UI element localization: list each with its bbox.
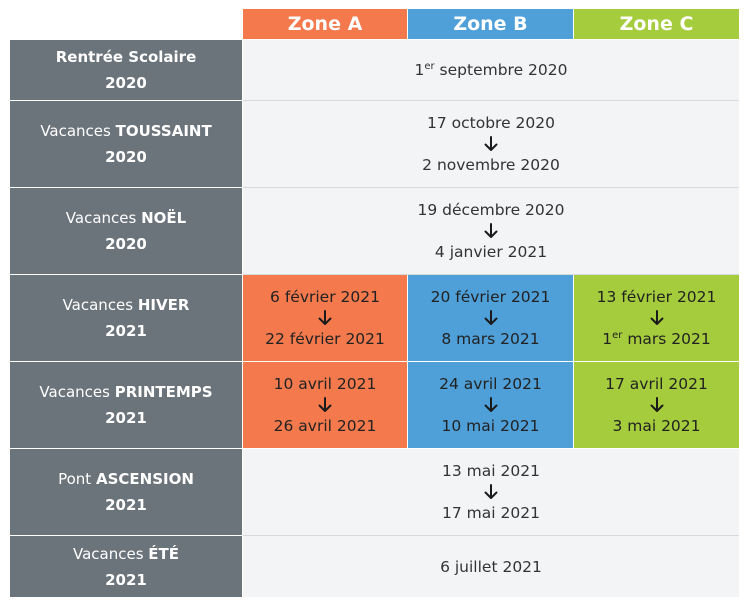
header-empty-corner xyxy=(10,9,243,40)
arrow-down-icon xyxy=(483,397,499,413)
row-label-year: 2020 xyxy=(105,235,147,253)
end-date: 22 février 2021 xyxy=(265,330,385,348)
start-date: 10 avril 2021 xyxy=(273,375,377,393)
row-label-title: Vacances TOUSSAINT xyxy=(40,122,212,140)
arrow-down-icon xyxy=(483,136,499,152)
start-date: 6 juillet 2021 xyxy=(440,557,542,576)
start-date: 6 février 2021 xyxy=(270,288,380,306)
hiver-zone-a-cell: 6 février 2021 22 février 2021 xyxy=(243,275,408,362)
end-date: 8 mars 2021 xyxy=(441,330,540,348)
row-label-ascension: Pont ASCENSION 2021 xyxy=(10,449,243,536)
row-label-year: 2021 xyxy=(105,570,147,589)
end-date: 17 mai 2021 xyxy=(442,504,540,522)
noel-date-cell: 19 décembre 2020 4 janvier 2021 xyxy=(243,188,739,275)
arrow-down-icon xyxy=(649,397,665,413)
row-label-title: Vacances HIVER xyxy=(62,296,190,314)
end-date: 26 avril 2021 xyxy=(273,417,377,435)
printemps-zone-b-cell: 24 avril 2021 10 mai 2021 xyxy=(408,362,574,449)
zone-b-header: Zone B xyxy=(408,9,574,40)
arrow-down-icon xyxy=(483,310,499,326)
row-label-year: 2020 xyxy=(105,148,147,166)
arrow-down-icon xyxy=(317,397,333,413)
zone-c-header: Zone C xyxy=(574,9,739,40)
row-label-hiver: Vacances HIVER 2021 xyxy=(10,275,243,362)
hiver-zone-b-cell: 20 février 2021 8 mars 2021 xyxy=(408,275,574,362)
arrow-down-icon xyxy=(317,310,333,326)
start-date: 13 février 2021 xyxy=(596,288,717,306)
row-label-title: Vacances ÉTÉ xyxy=(72,544,180,563)
row-label-title: Rentrée Scolaire xyxy=(55,48,197,66)
end-date: 4 janvier 2021 xyxy=(434,243,548,261)
row-label-year: 2021 xyxy=(105,496,147,514)
start-date: 24 avril 2021 xyxy=(439,375,542,393)
end-date: 10 mai 2021 xyxy=(441,417,540,435)
start-date: 20 février 2021 xyxy=(430,288,551,306)
row-label-rentree: Rentrée Scolaire 2020 xyxy=(10,40,243,101)
start-date: 17 octobre 2020 xyxy=(427,114,555,132)
zone-a-header: Zone A xyxy=(243,9,408,40)
start-date: 17 avril 2021 xyxy=(605,375,708,393)
row-label-year: 2021 xyxy=(105,409,147,427)
start-date: 19 décembre 2020 xyxy=(417,201,565,219)
arrow-down-icon xyxy=(483,223,499,239)
end-date: 1er mars 2021 xyxy=(602,330,711,348)
row-label-printemps: Vacances PRINTEMPS 2021 xyxy=(10,362,243,449)
arrow-down-icon xyxy=(483,484,499,500)
printemps-zone-c-cell: 17 avril 2021 3 mai 2021 xyxy=(574,362,739,449)
row-label-title: Vacances PRINTEMPS xyxy=(39,383,213,401)
end-date: 3 mai 2021 xyxy=(612,417,701,435)
row-label-noel: Vacances NOËL 2020 xyxy=(10,188,243,275)
ete-date-cell: 6 juillet 2021 xyxy=(243,536,739,597)
printemps-zone-a-cell: 10 avril 2021 26 avril 2021 xyxy=(243,362,408,449)
school-calendar-table: Zone A Zone B Zone C Rentrée Scolaire 20… xyxy=(10,9,739,597)
row-label-year: 2021 xyxy=(105,322,147,340)
end-date: 2 novembre 2020 xyxy=(422,156,560,174)
row-label-toussaint: Vacances TOUSSAINT 2020 xyxy=(10,101,243,188)
rentree-date-cell: 1er septembre 2020 xyxy=(243,40,739,101)
hiver-zone-c-cell: 13 février 2021 1er mars 2021 xyxy=(574,275,739,362)
row-label-year: 2020 xyxy=(105,74,147,92)
row-label-title: Vacances NOËL xyxy=(65,209,187,227)
start-date: 13 mai 2021 xyxy=(442,462,540,480)
row-label-title: Pont ASCENSION xyxy=(58,470,194,488)
arrow-down-icon xyxy=(649,310,665,326)
row-label-ete: Vacances ÉTÉ 2021 xyxy=(10,536,243,597)
toussaint-date-cell: 17 octobre 2020 2 novembre 2020 xyxy=(243,101,739,188)
rentree-date: 1er septembre 2020 xyxy=(414,61,568,79)
ascension-date-cell: 13 mai 2021 17 mai 2021 xyxy=(243,449,739,536)
